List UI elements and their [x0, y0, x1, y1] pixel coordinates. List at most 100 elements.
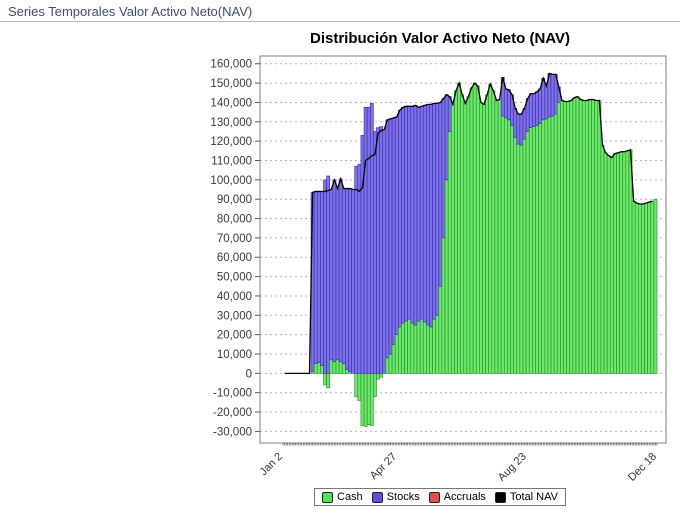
bar-cash	[360, 373, 365, 426]
bar-stocks	[354, 165, 359, 374]
chart-title: Distribución Valor Activo Neto (NAV)	[309, 30, 571, 47]
bar-stocks	[441, 98, 446, 239]
bar-stocks	[329, 189, 334, 361]
bar-cash	[566, 101, 571, 374]
series-temporales-link[interactable]: Series Temporales Valor Activo Neto(NAV)	[8, 4, 253, 19]
bar-cash	[497, 99, 502, 374]
bar-cash	[647, 201, 652, 374]
bar-cash	[460, 94, 465, 374]
bar-stocks	[410, 106, 415, 324]
y-tick-label: 90,000	[217, 194, 252, 206]
legend-chip-icon	[494, 491, 506, 503]
bar-cash	[379, 373, 384, 378]
bar-cash	[472, 82, 477, 374]
bar-cash	[341, 363, 346, 374]
bar-cash	[532, 126, 536, 374]
bar-cash	[525, 131, 530, 374]
bar-stocks	[357, 164, 362, 374]
y-tick-label: 0	[246, 368, 252, 380]
bar-stocks	[522, 107, 527, 140]
legend-chip-icon	[322, 491, 333, 503]
bar-cash	[556, 102, 561, 374]
y-tick-label: 140,000	[210, 97, 252, 109]
bar-stocks	[373, 131, 377, 374]
y-tick-label: -20,000	[213, 407, 252, 419]
bar-stocks	[438, 102, 443, 287]
bar-stocks	[447, 96, 452, 132]
bar-cash	[613, 153, 617, 374]
bar-stocks	[407, 106, 412, 320]
y-tick-label: 50,000	[217, 272, 252, 284]
y-tick-label: -30,000	[213, 426, 252, 438]
bar-cash	[363, 373, 368, 427]
bar-cash	[345, 369, 349, 374]
x-tick-label: Aug 23	[496, 451, 529, 484]
plot-border	[259, 55, 667, 444]
bar-cash	[494, 100, 499, 374]
bar-cash	[419, 318, 424, 374]
bar-cash	[631, 200, 636, 374]
bar-cash	[407, 318, 412, 374]
chart-legend: Cash Stocks Accruals Total NAV	[235, 488, 645, 506]
bar-stocks	[313, 191, 318, 364]
bar-stocks	[435, 103, 440, 316]
bar-stocks	[326, 175, 331, 374]
legend-item-cash: Cash	[322, 491, 363, 503]
bar-cash	[535, 125, 539, 374]
bar-cash	[485, 94, 490, 374]
y-tick-label: 20,000	[217, 330, 252, 342]
bar-cash	[609, 157, 614, 374]
bar-stocks	[323, 179, 327, 374]
bar-cash	[516, 143, 521, 374]
bar-cash	[510, 125, 514, 374]
bar-stocks	[432, 103, 437, 320]
bar-cash	[385, 357, 390, 374]
bar-cash	[507, 119, 511, 374]
bar-stocks	[351, 189, 355, 374]
bar-cash	[413, 324, 418, 374]
bar-stocks	[320, 191, 324, 366]
bar-stocks	[503, 88, 508, 119]
bar-stocks	[513, 107, 518, 138]
bar-cash	[581, 100, 586, 374]
bar-stocks	[528, 93, 533, 128]
bar-stocks	[516, 113, 521, 145]
bar-stocks	[338, 178, 343, 363]
bar-cash	[438, 285, 443, 374]
bar-cash	[619, 151, 624, 374]
bar-cash	[503, 117, 508, 374]
bar-cash	[547, 116, 552, 374]
bar-cash	[519, 144, 524, 374]
bar-stocks	[541, 77, 546, 121]
bar-cash	[441, 237, 446, 374]
y-tick-label: 70,000	[217, 233, 252, 245]
bar-cash	[616, 152, 620, 374]
bar-cash	[597, 100, 602, 374]
bar-stocks	[401, 106, 405, 324]
bar-cash	[641, 203, 645, 374]
bar-cash	[563, 101, 567, 374]
bar-cash	[528, 127, 533, 374]
bar-stocks	[366, 106, 371, 374]
bar-cash	[394, 334, 399, 374]
legend-item-total-nav: Total NAV	[494, 491, 558, 503]
bar-stocks	[416, 106, 421, 322]
legend-box: Cash Stocks Accruals Total NAV	[314, 488, 566, 506]
y-tick-label: 30,000	[217, 310, 252, 322]
bar-cash	[588, 99, 592, 374]
y-tick-label: 10,000	[217, 349, 252, 361]
bar-cash	[541, 119, 546, 374]
bar-stocks	[550, 74, 555, 117]
bar-cash	[606, 155, 611, 374]
bar-cash	[354, 373, 359, 397]
bar-cash	[329, 359, 334, 374]
bar-cash	[479, 102, 483, 374]
legend-label: Cash	[337, 491, 363, 503]
x-tick-label: Jan 2	[258, 451, 286, 479]
legend-label: Accruals	[443, 491, 486, 503]
bar-cash	[391, 344, 396, 374]
bar-stocks	[363, 106, 368, 374]
bar-cash	[578, 99, 583, 374]
y-tick-label: 130,000	[210, 117, 252, 129]
bar-stocks	[341, 188, 346, 364]
